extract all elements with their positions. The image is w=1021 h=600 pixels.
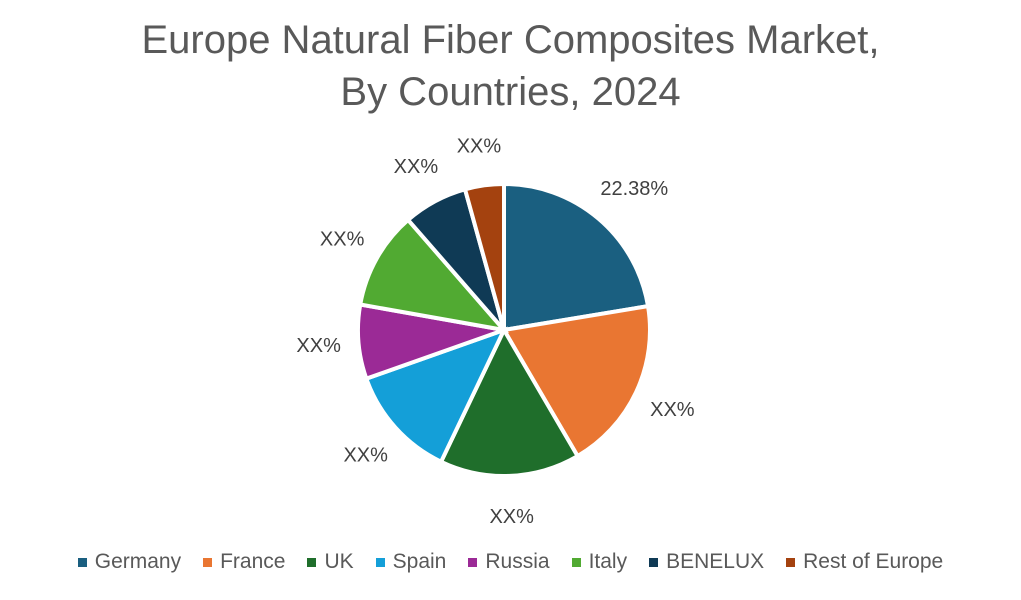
legend-swatch — [649, 557, 659, 567]
legend-swatch — [77, 557, 87, 567]
pie-slice-rest-of-europe — [462, 181, 506, 331]
data-label: XX% — [457, 136, 502, 158]
legend-swatch — [375, 557, 385, 567]
data-label: XX% — [394, 156, 439, 178]
data-label: XX% — [320, 228, 365, 250]
legend-label: Rest of Europe — [803, 550, 944, 573]
legend-label: Germany — [94, 550, 182, 573]
legend-swatch — [203, 557, 213, 567]
legend-label: Russia — [485, 550, 550, 573]
legend-item: Germany — [77, 550, 182, 574]
legend-label: Spain — [392, 550, 447, 573]
legend-swatch — [468, 557, 478, 567]
data-label: XX% — [489, 506, 534, 528]
legend-label: UK — [324, 550, 354, 573]
pie-slice-germany — [502, 181, 651, 333]
legend-item: BENELUX — [649, 550, 764, 574]
data-label: XX% — [650, 399, 695, 421]
legend-swatch — [571, 557, 581, 567]
pie-slice-france — [500, 303, 652, 459]
legend-item: Spain — [375, 550, 447, 574]
data-label: XX% — [343, 444, 388, 466]
legend-item: UK — [307, 550, 354, 574]
legend-swatch — [786, 557, 796, 567]
data-label: XX% — [296, 335, 341, 357]
pie-slice-italy — [357, 217, 510, 333]
pie-slice-spain — [363, 326, 508, 465]
legend: Germany France UK Spain Russia Italy BENELUX Re… — [0, 550, 1021, 574]
legend-item: Italy — [571, 550, 628, 574]
legend-label: Italy — [588, 550, 628, 573]
legend-item: France — [203, 550, 285, 574]
data-label: 22.38% — [600, 178, 668, 200]
legend-swatch — [307, 557, 317, 567]
legend-label: BENELUX — [666, 550, 765, 573]
title-line-1: Europe Natural Fiber Composites Market, — [141, 18, 880, 62]
legend-item: Rest of Europe — [786, 550, 943, 574]
legend-item: Russia — [468, 550, 550, 574]
title-line-2: By Countries, 2024 — [340, 70, 681, 114]
pie-slice-uk — [438, 325, 581, 478]
chart-title: Europe Natural Fiber Composites Market, … — [0, 14, 1021, 118]
legend-label: France — [220, 550, 286, 573]
